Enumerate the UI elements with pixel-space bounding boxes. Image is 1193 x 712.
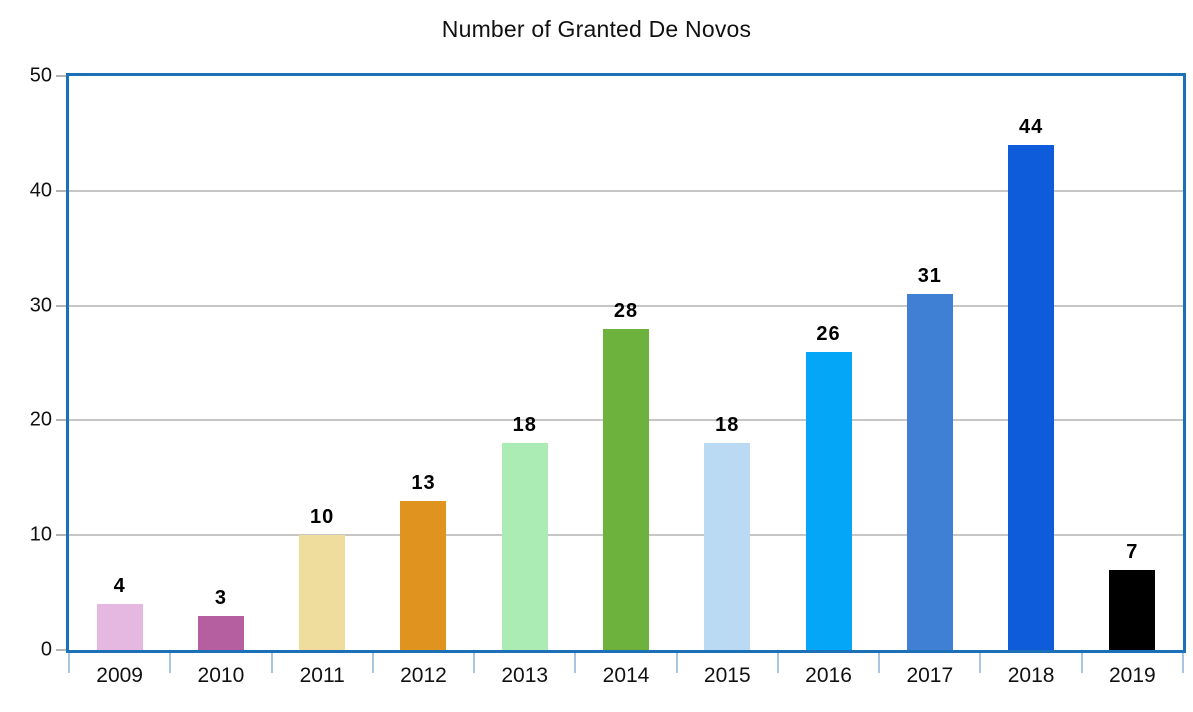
y-axis-label-40: 40 <box>29 179 52 202</box>
bar-2017 <box>906 294 953 650</box>
x-axis-label-2010: 2010 <box>197 664 245 687</box>
gridline-40 <box>69 189 1183 192</box>
bar-2015 <box>704 443 751 650</box>
bar-value-2015: 18 <box>715 414 740 437</box>
bar-2011 <box>299 535 346 650</box>
bar-2010 <box>197 615 244 650</box>
chart-title: Number of Granted De Novos <box>441 16 752 42</box>
bar-2013 <box>501 443 548 650</box>
y-tick-10 <box>56 534 66 537</box>
x-axis-label-2017: 2017 <box>906 664 954 687</box>
x-axis-label-2011: 2011 <box>299 664 345 687</box>
bar-value-2012: 13 <box>411 471 436 494</box>
x-tick-8 <box>878 653 881 673</box>
x-tick-1 <box>169 653 172 673</box>
plot-area: 4 3 10 13 18 28 18 26 31 44 7 <box>66 73 1186 653</box>
bar-value-2014: 28 <box>613 299 639 322</box>
y-tick-40 <box>56 189 66 192</box>
bar-2018 <box>1008 144 1055 650</box>
x-axis-label-2009: 2009 <box>96 664 143 687</box>
x-tick-0 <box>68 653 70 673</box>
bar-value-2017: 31 <box>917 265 942 288</box>
y-axis-label-10: 10 <box>29 523 52 546</box>
x-axis-label-2014: 2014 <box>602 664 650 687</box>
x-tick-7 <box>776 653 779 673</box>
y-axis-label-20: 20 <box>29 408 52 431</box>
x-tick-9 <box>979 653 982 673</box>
bar-value-2019: 7 <box>1126 540 1139 563</box>
y-axis-label-30: 30 <box>29 294 52 317</box>
bar-value-2016: 26 <box>816 322 841 345</box>
bar-value-2013: 18 <box>512 414 537 437</box>
x-axis-label-2012: 2012 <box>400 664 447 687</box>
y-tick-30 <box>56 304 66 307</box>
x-tick-5 <box>574 653 577 673</box>
x-tick-10 <box>1080 653 1083 673</box>
x-axis-label-2013: 2013 <box>501 664 549 687</box>
bar-value-2018: 44 <box>1018 115 1044 138</box>
bar-value-2010: 3 <box>214 586 227 609</box>
y-tick-20 <box>56 419 66 422</box>
bar-2019 <box>1109 569 1156 650</box>
gridline-30 <box>69 304 1183 307</box>
y-axis-label-0: 0 <box>40 638 52 661</box>
x-axis-label-2018: 2018 <box>1007 664 1055 687</box>
bar-2014 <box>603 328 649 650</box>
x-tick-11 <box>1182 653 1184 673</box>
x-tick-2 <box>270 653 273 673</box>
x-axis-label-2015: 2015 <box>703 664 751 687</box>
bar-2009 <box>96 604 143 650</box>
y-axis-label-50: 50 <box>29 64 52 87</box>
x-tick-3 <box>371 653 374 673</box>
x-tick-4 <box>473 653 476 673</box>
bar-2016 <box>805 351 852 650</box>
x-tick-6 <box>675 653 678 673</box>
y-tick-50 <box>56 75 66 77</box>
x-axis-label-2016: 2016 <box>805 664 852 687</box>
x-axis-label-2019: 2019 <box>1109 664 1156 687</box>
bar-value-2009: 4 <box>113 575 126 598</box>
bar-value-2011: 10 <box>310 506 335 529</box>
bar-2012 <box>400 500 447 650</box>
y-tick-0 <box>56 649 66 651</box>
